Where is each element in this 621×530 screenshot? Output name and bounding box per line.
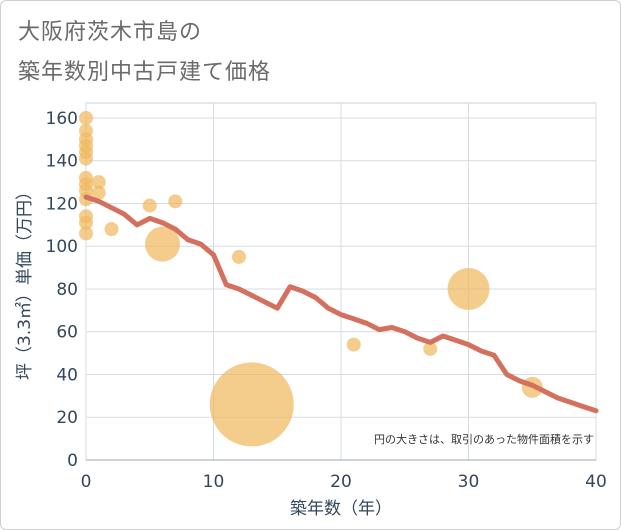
chart-title-line2: 築年数別中古戸建て価格	[18, 60, 272, 85]
axis-ticks: 0 20 40 60 80 100 120 140 160 0 10 20 30 40	[46, 109, 607, 492]
y-tick-label: 120	[46, 194, 78, 214]
y-tick-label: 0	[67, 451, 78, 471]
size-note: 円の大きさは、取引のあった物件面積を示す	[374, 432, 594, 446]
y-axis-label: 坪（3.3㎡）単価（万円）	[15, 183, 35, 380]
x-tick-label: 0	[81, 472, 92, 492]
trend-line	[83, 194, 599, 414]
y-tick-label: 160	[46, 109, 78, 129]
y-tick-label: 140	[46, 152, 78, 172]
data-point	[104, 222, 119, 237]
y-tick-label: 40	[56, 365, 78, 385]
x-tick-label: 40	[585, 472, 607, 492]
y-tick-label: 20	[56, 408, 78, 428]
x-tick-label: 20	[330, 472, 352, 492]
chart-title-line1: 大阪府茨木市島の	[18, 20, 203, 45]
data-point	[79, 226, 93, 241]
x-tick-label: 30	[458, 472, 480, 492]
x-tick-label: 10	[203, 472, 225, 492]
data-point	[168, 194, 183, 209]
y-tick-label: 100	[46, 237, 78, 257]
data-point	[346, 337, 361, 352]
data-point	[91, 175, 106, 190]
data-points	[79, 110, 543, 447]
data-point	[142, 198, 157, 213]
x-axis-label: 築年数（年）	[290, 499, 392, 519]
data-point	[91, 185, 106, 200]
data-point	[79, 151, 93, 166]
data-point	[79, 215, 93, 230]
data-point	[145, 226, 180, 262]
y-tick-label: 60	[56, 323, 78, 343]
data-point	[232, 249, 246, 264]
data-point	[79, 110, 93, 125]
y-tick-label: 80	[56, 280, 78, 300]
data-point	[447, 267, 490, 310]
data-point	[209, 362, 294, 447]
data-point	[423, 341, 438, 356]
